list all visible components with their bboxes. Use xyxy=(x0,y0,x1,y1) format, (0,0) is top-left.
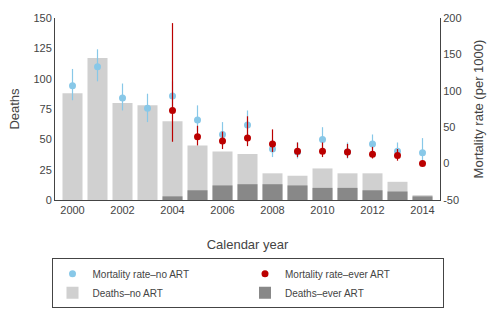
svg-text:2000: 2000 xyxy=(60,204,84,216)
svg-text:25: 25 xyxy=(40,164,52,176)
svg-text:2004: 2004 xyxy=(160,204,184,216)
svg-text:-50: -50 xyxy=(443,194,459,206)
svg-text:2006: 2006 xyxy=(210,204,234,216)
svg-text:75: 75 xyxy=(40,103,52,115)
svg-text:100: 100 xyxy=(33,73,51,85)
svg-text:Mortality rate (per 1000): Mortality rate (per 1000) xyxy=(471,40,486,179)
svg-text:Deaths: Deaths xyxy=(7,88,22,130)
svg-text:Deaths–no ART: Deaths–no ART xyxy=(93,288,163,299)
svg-text:Mortality rate–ever ART: Mortality rate–ever ART xyxy=(285,269,390,280)
svg-text:125: 125 xyxy=(33,42,51,54)
svg-text:2002: 2002 xyxy=(110,204,134,216)
svg-text:0: 0 xyxy=(46,194,52,206)
svg-text:Mortality rate–no ART: Mortality rate–no ART xyxy=(93,269,190,280)
svg-text:2014: 2014 xyxy=(410,204,434,216)
svg-text:Deaths–ever ART: Deaths–ever ART xyxy=(285,288,364,299)
svg-text:150: 150 xyxy=(443,48,461,60)
svg-text:100: 100 xyxy=(443,85,461,97)
svg-text:150: 150 xyxy=(33,12,51,24)
svg-text:2012: 2012 xyxy=(360,204,384,216)
svg-text:200: 200 xyxy=(443,12,461,24)
svg-text:0: 0 xyxy=(443,157,449,169)
svg-text:2010: 2010 xyxy=(310,204,334,216)
svg-text:50: 50 xyxy=(443,121,455,133)
svg-text:50: 50 xyxy=(40,133,52,145)
svg-text:2008: 2008 xyxy=(260,204,284,216)
svg-text:Calendar year: Calendar year xyxy=(207,237,289,252)
